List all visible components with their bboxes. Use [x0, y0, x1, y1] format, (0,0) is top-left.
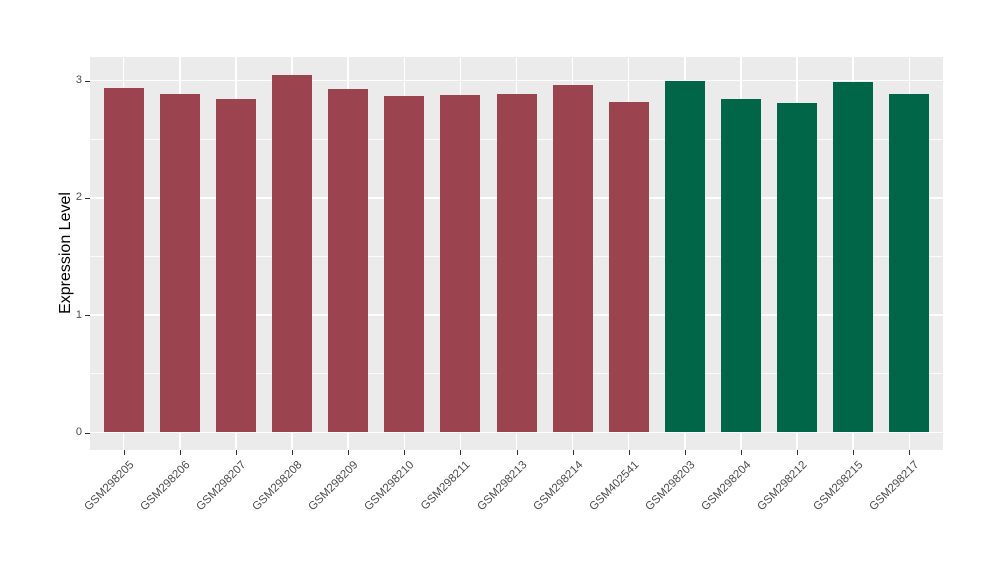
x-tick-label: GSM298207: [194, 459, 249, 514]
bar: [552, 85, 593, 433]
x-tick-mark: [909, 450, 911, 455]
bar: [833, 81, 874, 433]
x-tick-label: GSM298210: [362, 459, 417, 514]
y-tick-label: 2: [75, 191, 82, 204]
y-tick-label: 0: [75, 426, 82, 438]
x-tick-label: GSM298217: [867, 459, 922, 514]
bar: [272, 74, 313, 433]
x-tick-label: GSM298203: [643, 459, 698, 514]
y-tick-label: 3: [75, 74, 82, 87]
y-tick-mark: [85, 80, 90, 82]
x-tick-mark: [348, 450, 350, 455]
y-axis-title: Expression Level: [57, 192, 74, 314]
x-tick-mark: [404, 450, 406, 455]
x-tick-label: GSM402541: [587, 459, 642, 514]
bar: [103, 87, 144, 433]
bar: [720, 99, 761, 433]
chart-panel: [90, 57, 943, 450]
x-tick-label: GSM298211: [419, 459, 473, 513]
x-tick-label: GSM298208: [250, 459, 305, 514]
x-tick-label: GSM298212: [755, 459, 810, 514]
x-tick-mark: [235, 450, 237, 455]
bar: [777, 102, 818, 433]
bar: [889, 93, 930, 433]
x-tick-mark: [684, 450, 686, 455]
bar: [328, 88, 369, 433]
x-tick-mark: [572, 450, 574, 455]
x-tick-label: GSM298213: [474, 459, 529, 514]
x-tick-label: GSM298215: [811, 459, 866, 514]
x-tick-mark: [179, 450, 181, 455]
x-tick-mark: [123, 450, 125, 455]
x-tick-mark: [516, 450, 518, 455]
x-tick-mark: [460, 450, 462, 455]
bar: [215, 99, 256, 433]
x-tick-mark: [628, 450, 630, 455]
y-tick-mark: [85, 197, 90, 199]
x-tick-mark: [292, 450, 294, 455]
bar: [608, 101, 649, 433]
x-tick-mark: [797, 450, 799, 455]
y-tick-mark: [85, 432, 90, 434]
x-tick-mark: [740, 450, 742, 455]
x-tick-label: GSM298204: [699, 459, 754, 514]
bar: [664, 80, 705, 433]
bar: [440, 94, 481, 433]
x-tick-label: GSM298209: [306, 459, 361, 514]
x-tick-label: GSM298205: [81, 459, 137, 514]
y-tick-mark: [85, 315, 90, 317]
x-tick-label: GSM298206: [138, 459, 193, 514]
bar: [496, 93, 537, 433]
x-tick-mark: [853, 450, 855, 455]
bar: [159, 93, 200, 433]
x-tick-label: GSM298214: [530, 459, 586, 514]
y-tick-label: 1: [75, 308, 82, 321]
bar: [384, 95, 425, 433]
